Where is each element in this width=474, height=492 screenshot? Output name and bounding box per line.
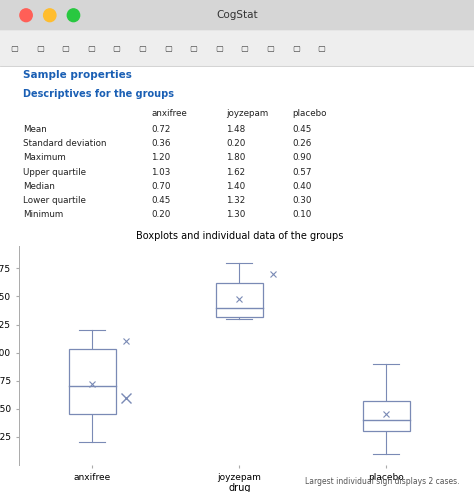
Text: 1.03: 1.03 [151,167,171,177]
Text: ▢: ▢ [318,44,325,53]
Text: Sample properties: Sample properties [23,70,132,80]
Text: joyzepam: joyzepam [226,109,268,118]
Text: 0.20: 0.20 [151,210,171,219]
Text: ▢: ▢ [292,44,300,53]
Text: 1.40: 1.40 [226,182,246,190]
X-axis label: drug: drug [228,483,251,492]
Text: 0.40: 0.40 [292,182,311,190]
Text: 0.26: 0.26 [292,139,311,148]
Text: ▢: ▢ [215,44,223,53]
Text: 1.48: 1.48 [226,125,246,134]
Title: Boxplots and individual data of the groups: Boxplots and individual data of the grou… [136,231,343,241]
Text: placebo: placebo [292,109,327,118]
Text: 1.62: 1.62 [226,167,245,177]
Text: Mean: Mean [23,125,47,134]
Text: 0.36: 0.36 [151,139,171,148]
Text: ▢: ▢ [138,44,146,53]
Text: ▢: ▢ [10,44,18,53]
Text: Upper quartile: Upper quartile [23,167,86,177]
Text: anxifree: anxifree [151,109,187,118]
Text: 0.70: 0.70 [151,182,171,190]
Text: ▢: ▢ [113,44,120,53]
Text: 0.45: 0.45 [292,125,311,134]
Text: ▢: ▢ [87,44,95,53]
Text: ▢: ▢ [164,44,172,53]
Text: Median: Median [23,182,55,190]
Text: 0.45: 0.45 [151,196,171,205]
Text: 0.10: 0.10 [292,210,311,219]
Text: Standard deviation: Standard deviation [23,139,107,148]
Text: 1.30: 1.30 [226,210,246,219]
Text: ▢: ▢ [190,44,197,53]
Bar [69,349,116,414]
Text: 1.80: 1.80 [226,154,246,162]
Text: Largest individual sign displays 2 cases.: Largest individual sign displays 2 cases… [305,477,460,486]
Text: ▢: ▢ [266,44,274,53]
Text: 1.32: 1.32 [226,196,246,205]
Text: 0.30: 0.30 [292,196,312,205]
Bar [363,401,410,431]
Bar [216,283,263,317]
Text: 0.72: 0.72 [151,125,171,134]
Text: Maximum: Maximum [23,154,66,162]
Text: Minimum: Minimum [23,210,64,219]
Text: Lower quartile: Lower quartile [23,196,86,205]
Text: 0.57: 0.57 [292,167,312,177]
Text: 1.20: 1.20 [151,154,171,162]
Text: ▢: ▢ [36,44,44,53]
Text: 0.90: 0.90 [292,154,311,162]
Text: ▢: ▢ [241,44,248,53]
Text: 0.20: 0.20 [226,139,246,148]
Text: ▢: ▢ [62,44,69,53]
Text: Descriptives for the groups: Descriptives for the groups [23,90,174,99]
Text: CogStat: CogStat [216,10,258,20]
